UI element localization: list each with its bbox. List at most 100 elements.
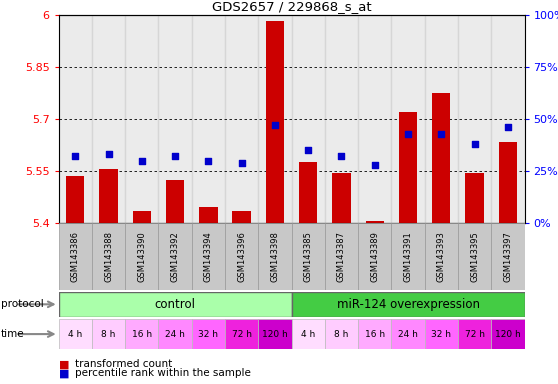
Text: GSM143385: GSM143385: [304, 231, 312, 282]
Point: [71, 153, 80, 159]
Point: [271, 122, 280, 128]
Text: percentile rank within the sample: percentile rank within the sample: [75, 368, 251, 378]
Bar: [465, 172, 484, 223]
Text: 32 h: 32 h: [198, 329, 218, 339]
Text: ■: ■: [59, 359, 69, 369]
FancyBboxPatch shape: [491, 319, 525, 349]
FancyBboxPatch shape: [59, 319, 92, 349]
Text: GSM143388: GSM143388: [104, 231, 113, 282]
FancyBboxPatch shape: [458, 319, 491, 349]
Text: 120 h: 120 h: [262, 329, 288, 339]
Text: 32 h: 32 h: [431, 329, 451, 339]
Bar: [225, 15, 258, 223]
Bar: [199, 207, 218, 223]
FancyBboxPatch shape: [291, 292, 525, 317]
FancyBboxPatch shape: [325, 319, 358, 349]
Point: [104, 151, 113, 157]
Text: transformed count: transformed count: [75, 359, 172, 369]
Bar: [432, 93, 450, 223]
Point: [403, 131, 412, 137]
Bar: [333, 172, 350, 223]
Text: protocol: protocol: [1, 299, 44, 310]
Point: [237, 159, 246, 166]
Bar: [391, 15, 425, 223]
Title: GDS2657 / 229868_s_at: GDS2657 / 229868_s_at: [211, 0, 372, 13]
FancyBboxPatch shape: [425, 319, 458, 349]
Point: [503, 124, 512, 131]
Text: 72 h: 72 h: [465, 329, 484, 339]
FancyBboxPatch shape: [358, 319, 391, 349]
Bar: [365, 221, 384, 223]
Point: [304, 147, 312, 153]
Text: ■: ■: [59, 368, 69, 378]
FancyBboxPatch shape: [258, 319, 291, 349]
FancyBboxPatch shape: [92, 319, 125, 349]
Text: GSM143390: GSM143390: [137, 231, 146, 282]
Bar: [425, 15, 458, 223]
Bar: [192, 15, 225, 223]
Text: GSM143397: GSM143397: [503, 231, 512, 282]
Bar: [499, 141, 517, 223]
Text: GSM143396: GSM143396: [237, 231, 246, 282]
Text: 16 h: 16 h: [132, 329, 152, 339]
Bar: [258, 15, 291, 223]
Text: control: control: [155, 298, 195, 311]
FancyBboxPatch shape: [358, 223, 391, 290]
Text: time: time: [1, 329, 25, 339]
FancyBboxPatch shape: [192, 223, 225, 290]
Bar: [266, 20, 284, 223]
FancyBboxPatch shape: [391, 223, 425, 290]
Text: 8 h: 8 h: [102, 329, 116, 339]
Text: 120 h: 120 h: [495, 329, 521, 339]
FancyBboxPatch shape: [92, 223, 125, 290]
FancyBboxPatch shape: [291, 223, 325, 290]
Text: 72 h: 72 h: [232, 329, 252, 339]
FancyBboxPatch shape: [59, 223, 92, 290]
Text: 16 h: 16 h: [365, 329, 385, 339]
Text: GSM143395: GSM143395: [470, 231, 479, 282]
FancyBboxPatch shape: [158, 319, 192, 349]
FancyBboxPatch shape: [491, 223, 525, 290]
Text: miR-124 overexpression: miR-124 overexpression: [336, 298, 479, 311]
Bar: [299, 162, 318, 223]
Text: GSM143398: GSM143398: [271, 231, 280, 282]
Point: [470, 141, 479, 147]
FancyBboxPatch shape: [391, 319, 425, 349]
Text: GSM143389: GSM143389: [371, 231, 379, 282]
FancyBboxPatch shape: [325, 223, 358, 290]
Bar: [458, 15, 491, 223]
FancyBboxPatch shape: [258, 223, 291, 290]
FancyBboxPatch shape: [125, 223, 158, 290]
Bar: [66, 176, 84, 223]
Bar: [59, 15, 92, 223]
Text: GSM143391: GSM143391: [403, 231, 412, 282]
Bar: [233, 211, 251, 223]
Text: GSM143393: GSM143393: [437, 231, 446, 282]
Text: 4 h: 4 h: [68, 329, 83, 339]
Text: 4 h: 4 h: [301, 329, 315, 339]
Text: 24 h: 24 h: [398, 329, 418, 339]
Bar: [158, 15, 192, 223]
Text: GSM143387: GSM143387: [337, 231, 346, 282]
Text: GSM143386: GSM143386: [71, 231, 80, 282]
FancyBboxPatch shape: [225, 319, 258, 349]
FancyBboxPatch shape: [125, 319, 158, 349]
FancyBboxPatch shape: [192, 319, 225, 349]
Text: 24 h: 24 h: [165, 329, 185, 339]
FancyBboxPatch shape: [458, 223, 491, 290]
Bar: [99, 169, 118, 223]
FancyBboxPatch shape: [59, 292, 291, 317]
FancyBboxPatch shape: [425, 223, 458, 290]
Bar: [166, 179, 184, 223]
Point: [171, 153, 180, 159]
Bar: [125, 15, 158, 223]
Bar: [92, 15, 125, 223]
Bar: [491, 15, 525, 223]
Bar: [358, 15, 391, 223]
Point: [337, 153, 346, 159]
Bar: [399, 112, 417, 223]
Text: 8 h: 8 h: [334, 329, 349, 339]
Bar: [133, 211, 151, 223]
Point: [137, 157, 146, 164]
Point: [437, 131, 446, 137]
